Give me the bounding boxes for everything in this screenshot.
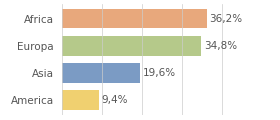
Bar	[62, 63, 140, 83]
Text: 34,8%: 34,8%	[204, 41, 237, 51]
Bar	[62, 9, 207, 28]
Text: 19,6%: 19,6%	[143, 68, 176, 78]
Bar	[62, 90, 99, 110]
Bar	[62, 36, 201, 56]
Text: 36,2%: 36,2%	[209, 14, 242, 24]
Text: 9,4%: 9,4%	[102, 95, 128, 105]
